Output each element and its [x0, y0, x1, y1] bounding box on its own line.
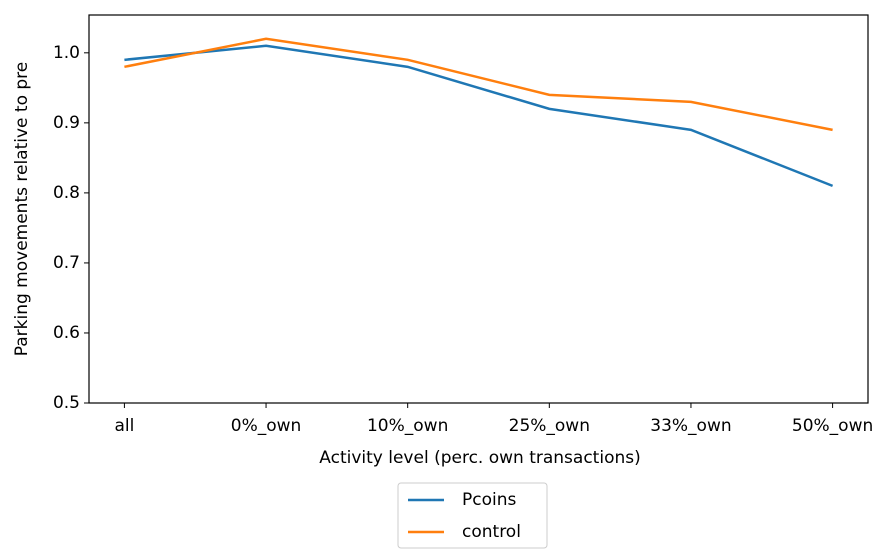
y-tick-label: 0.6	[53, 323, 80, 343]
x-axis-label: Activity level (perc. own transactions)	[319, 448, 640, 468]
line-series	[124, 37, 833, 132]
y-tick-label: 0.5	[53, 393, 80, 413]
x-tick-label: 25%_own	[509, 416, 590, 436]
y-tick-label: 0.8	[53, 183, 80, 203]
legend-label: control	[462, 522, 521, 542]
x-tick-label: 10%_own	[367, 416, 448, 436]
y-tick-label: 0.9	[53, 113, 80, 133]
y-tick-label: 0.7	[53, 253, 80, 273]
y-axis-label: Parking movements relative to pre	[12, 62, 32, 357]
plot-frame	[88, 14, 869, 404]
x-tick-label: 33%_own	[650, 416, 731, 436]
legend-label: Pcoins	[462, 490, 516, 510]
x-tick-label: 0%_own	[231, 416, 302, 436]
x-tick-label: all	[114, 416, 134, 436]
y-tick-label: 1.0	[53, 43, 80, 63]
line-series	[124, 44, 834, 188]
x-tick-label: 50%_own	[792, 416, 873, 436]
